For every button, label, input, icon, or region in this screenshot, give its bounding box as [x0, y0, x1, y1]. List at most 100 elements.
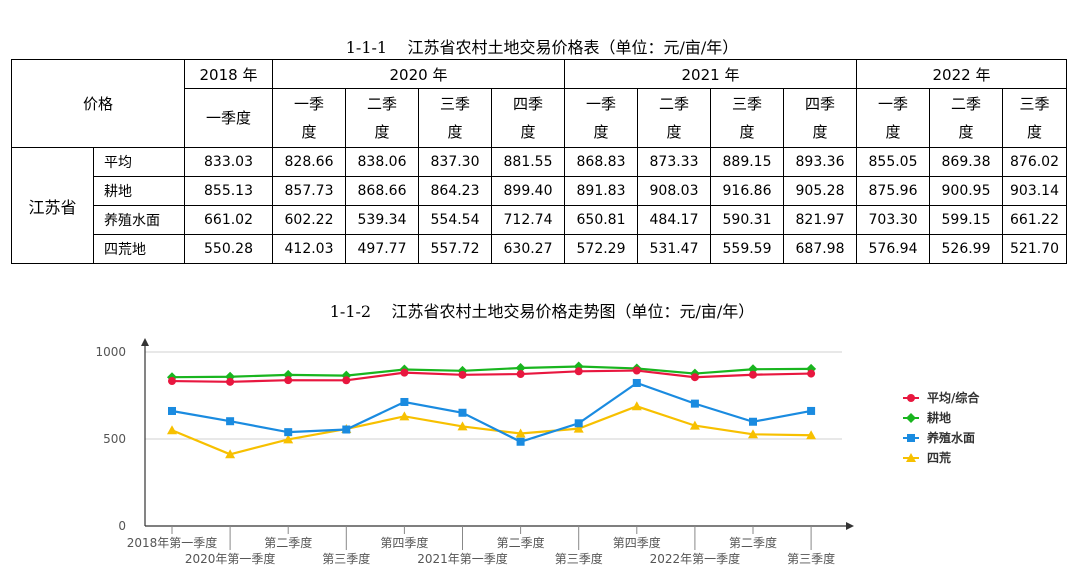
data-point — [516, 437, 525, 446]
y-axis-arrow — [141, 338, 149, 346]
legend-label: 养殖水面 — [926, 430, 975, 445]
price-value-cell: 572.29 — [564, 234, 638, 264]
price-value-cell: 837.30 — [418, 147, 492, 177]
price-value-cell: 833.03 — [184, 147, 273, 177]
data-point — [807, 406, 816, 415]
y-tick-label: 1000 — [95, 345, 126, 359]
data-point — [748, 364, 758, 375]
data-point — [342, 425, 351, 434]
price-value-cell: 539.34 — [345, 205, 419, 235]
data-point — [574, 419, 583, 428]
data-point — [906, 413, 916, 423]
price-value-cell: 864.23 — [418, 176, 492, 206]
quarter-header-cell: 四季度 — [783, 88, 857, 148]
land-type-cell: 养殖水面 — [93, 205, 185, 235]
data-point — [226, 377, 235, 386]
land-type-cell: 平均 — [93, 147, 185, 177]
data-point — [284, 376, 293, 385]
price-value-cell: 855.13 — [184, 176, 273, 206]
data-point — [690, 373, 699, 382]
price-value-cell: 868.66 — [345, 176, 419, 206]
x-tick-label: 2022年第一季度 — [650, 551, 741, 566]
data-point — [400, 368, 409, 377]
quarter-header-cell: 一季度 — [564, 88, 638, 148]
data-point — [807, 369, 816, 378]
x-axis-arrow — [846, 522, 854, 530]
x-tick-label: 2021年第一季度 — [417, 551, 508, 566]
data-point — [283, 434, 294, 444]
data-point — [457, 365, 468, 376]
data-point — [574, 367, 583, 376]
data-point — [748, 429, 758, 439]
price-value-cell: 526.99 — [929, 234, 1003, 264]
land-type-cell: 四荒地 — [93, 234, 185, 264]
data-point — [632, 366, 641, 375]
price-value-cell: 881.55 — [491, 147, 565, 177]
price-value-cell: 821.97 — [783, 205, 857, 235]
price-value-cell: 661.22 — [1002, 205, 1067, 235]
province-cell: 江苏省 — [11, 147, 94, 264]
price-value-cell: 900.95 — [929, 176, 1003, 206]
chart-title: 1-1-2 江苏省农村土地交易价格走势图（单位：元/亩/年） — [329, 302, 755, 321]
price-value-cell: 557.72 — [418, 234, 492, 264]
legend-label: 四荒 — [927, 450, 951, 465]
price-value-cell: 550.28 — [184, 234, 273, 264]
x-tick-label: 第三季度 — [787, 551, 835, 566]
data-point — [341, 370, 352, 381]
x-tick-label: 第四季度 — [380, 535, 428, 550]
price-value-cell: 876.02 — [1002, 147, 1067, 177]
data-point — [226, 417, 235, 426]
quarter-header-cell: 一季度 — [856, 88, 930, 148]
data-point — [690, 399, 699, 408]
price-value-cell: 703.30 — [856, 205, 930, 235]
data-point — [167, 425, 177, 435]
series-line — [171, 365, 812, 379]
x-tick-label: 第二季度 — [264, 535, 312, 550]
table-row: 四荒地 550.28 412.03 497.77 557.72 630.27 572.29 5… — [12, 234, 1067, 264]
data-point — [515, 363, 526, 374]
data-point — [806, 430, 817, 440]
data-point — [458, 370, 467, 379]
price-value-cell: 412.03 — [272, 234, 346, 264]
price-value-cell: 875.96 — [856, 176, 930, 206]
table-caption: 1-1-1 江苏省农村土地交易价格表（单位：元/亩/年） — [345, 38, 739, 57]
price-table: 价格 2018 年 2020 年 2021 年 2022 年一季度 一季度二季度三季度四季… — [11, 59, 1067, 264]
data-point — [400, 397, 409, 406]
price-value-cell: 916.86 — [710, 176, 784, 206]
legend-label: 平均/综合 — [927, 390, 980, 405]
x-tick-label: 2020年第一季度 — [185, 551, 276, 566]
data-point — [907, 434, 915, 442]
price-value-cell: 661.02 — [184, 205, 273, 235]
table-row: 江苏省 平均 833.03 828.66 838.06 837.30 881.55 868.8… — [11, 147, 1067, 264]
data-point — [516, 370, 525, 379]
data-point — [225, 449, 236, 459]
data-point — [689, 420, 700, 430]
quarter-header-cell: 二季度 — [637, 88, 711, 148]
price-value-cell: 889.15 — [710, 147, 784, 177]
price-value-cell: 687.98 — [783, 234, 857, 264]
data-point — [631, 401, 642, 411]
price-trend-chart: 050010002018年第一季度2020年第一季度第二季度第三季度第四季度20… — [95, 338, 980, 566]
price-value-cell: 554.54 — [418, 205, 492, 235]
quarter-header-cell: 二季度 — [345, 88, 419, 148]
price-value-cell: 630.27 — [491, 234, 565, 264]
table-row: 耕地 855.13 857.73 868.66 864.23 899.40 891.83 90… — [12, 176, 1067, 206]
land-type-cell: 耕地 — [93, 176, 185, 206]
price-value-cell: 905.28 — [783, 176, 857, 206]
data-point — [399, 411, 410, 421]
price-value-cell: 576.94 — [856, 234, 930, 264]
x-tick-label: 第四季度 — [613, 535, 661, 550]
quarter-header-cell: 一季度 — [184, 88, 273, 148]
price-value-cell: 712.74 — [491, 205, 565, 235]
price-value-cell: 602.22 — [272, 205, 346, 235]
price-value-cell: 857.73 — [272, 176, 346, 206]
y-tick-label: 500 — [103, 432, 126, 446]
x-tick-label: 第三季度 — [322, 551, 370, 566]
price-value-cell: 908.03 — [637, 176, 711, 206]
data-point — [284, 428, 293, 437]
x-tick-label: 第二季度 — [497, 535, 545, 550]
table-row: 养殖水面 661.02 602.22 539.34 554.54 712.74 650.81… — [12, 205, 1067, 235]
y-tick-label: 0 — [118, 519, 126, 533]
price-value-cell: 855.05 — [856, 147, 930, 177]
price-value-cell: 891.83 — [564, 176, 638, 206]
